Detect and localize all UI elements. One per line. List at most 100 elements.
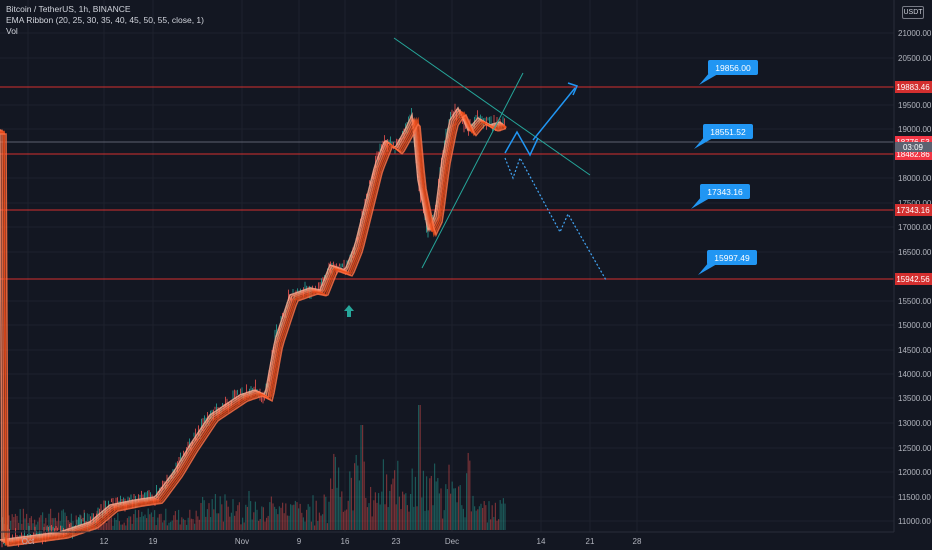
volume-bar bbox=[120, 524, 122, 530]
volume-bar bbox=[277, 514, 279, 530]
volume-bar bbox=[400, 509, 402, 530]
volume-bar bbox=[299, 503, 301, 530]
volume-bar bbox=[232, 499, 234, 530]
ema-line bbox=[0, 111, 507, 546]
volume-bar bbox=[480, 503, 482, 530]
volume-bar bbox=[114, 517, 116, 530]
volume-bar bbox=[430, 475, 432, 530]
volume-bar bbox=[370, 486, 372, 530]
grid-lines bbox=[0, 0, 894, 532]
volume-bar bbox=[330, 478, 332, 530]
volume-bar bbox=[208, 503, 210, 530]
price-tick-label: 15000.00 bbox=[898, 321, 932, 330]
volume-bar bbox=[130, 516, 132, 530]
volume-bar bbox=[118, 521, 120, 530]
volume-bar bbox=[323, 494, 325, 530]
ema-line bbox=[0, 110, 507, 545]
volume-bar bbox=[26, 513, 28, 530]
volume-bar bbox=[494, 502, 496, 530]
volume-bar bbox=[166, 525, 168, 530]
volume-bar bbox=[315, 500, 317, 530]
price-tick-label: 11000.00 bbox=[898, 517, 931, 526]
volume-bar bbox=[290, 504, 292, 530]
volume-title[interactable]: Vol bbox=[6, 26, 18, 36]
volume-bar bbox=[413, 506, 415, 530]
volume-bar bbox=[50, 508, 52, 530]
indicator-title[interactable]: EMA Ribbon (20, 25, 30, 35, 40, 45, 50, … bbox=[6, 15, 204, 25]
level-badge bbox=[895, 81, 932, 93]
volume-bar bbox=[221, 504, 223, 530]
volume-bar bbox=[189, 509, 191, 530]
volume-bar bbox=[410, 493, 412, 530]
volume-bar bbox=[448, 464, 450, 530]
callout-box bbox=[708, 60, 758, 75]
price-callouts[interactable]: 19856.00 18551.52 17343.16 15997.49 bbox=[691, 60, 758, 275]
volume-bar bbox=[334, 456, 336, 530]
volume-bar bbox=[467, 452, 469, 530]
volume-bar bbox=[227, 506, 229, 530]
level-badge-label: 19883.46 bbox=[896, 83, 930, 92]
volume-bar bbox=[499, 500, 501, 530]
volume-bar bbox=[349, 471, 351, 530]
volume-bar bbox=[139, 517, 141, 530]
volume-bar bbox=[278, 506, 280, 530]
time-tick-label: 19 bbox=[149, 537, 158, 546]
volume-bar bbox=[165, 508, 167, 530]
volume-bar bbox=[131, 523, 133, 530]
volume-bar bbox=[474, 506, 476, 530]
bull-path-projection bbox=[532, 87, 576, 141]
volume-bar bbox=[203, 500, 205, 530]
price-axis[interactable]: 21000.00 20500.00 19500.00 19000.00 18000.00… bbox=[898, 29, 932, 526]
callout-label: 18551.52 bbox=[710, 127, 746, 137]
volume-bar bbox=[307, 504, 309, 530]
volume-bar bbox=[218, 513, 220, 530]
volume-bar bbox=[8, 515, 10, 530]
volume-bar bbox=[48, 513, 50, 530]
volume-bar bbox=[222, 521, 224, 530]
time-axis[interactable]: Oct 12 19 Nov 9 16 23 Dec 14 21 28 bbox=[22, 537, 642, 546]
volume-bar bbox=[186, 524, 188, 530]
volume-bar bbox=[243, 522, 245, 530]
volume-bar bbox=[67, 520, 69, 530]
symbol-title[interactable]: Bitcoin / TetherUS, 1h, BINANCE bbox=[6, 4, 131, 14]
volume-bar bbox=[107, 514, 109, 530]
ema-line bbox=[0, 106, 507, 541]
level-badge-label: 15942.56 bbox=[896, 275, 930, 284]
volume-bar bbox=[178, 509, 180, 530]
volume-bar bbox=[235, 511, 237, 530]
time-tick-label: 23 bbox=[392, 537, 401, 546]
volume-bar bbox=[142, 516, 144, 530]
volume-bar bbox=[392, 478, 394, 530]
volume-bar bbox=[402, 491, 404, 530]
volume-bar bbox=[477, 509, 479, 530]
volume-bar bbox=[210, 517, 212, 530]
volume-bar bbox=[322, 514, 324, 530]
volume-bar bbox=[86, 513, 88, 530]
price-tick-label: 13500.00 bbox=[898, 394, 932, 403]
volume-bar bbox=[43, 523, 45, 530]
volume-bar bbox=[176, 519, 178, 530]
volume-bar bbox=[302, 517, 304, 530]
volume-bar bbox=[168, 522, 170, 530]
ema-line bbox=[0, 110, 507, 544]
volume-bar bbox=[27, 522, 29, 530]
volume-bar bbox=[386, 474, 388, 530]
volume-bar bbox=[42, 512, 44, 530]
volume-bar bbox=[154, 510, 156, 530]
ascending-trendline bbox=[421, 72, 524, 269]
volume-bar bbox=[298, 508, 300, 530]
currency-badge[interactable]: USDT bbox=[902, 6, 924, 19]
price-callout: 15997.49 bbox=[698, 250, 757, 275]
time-tick-label: 14 bbox=[537, 537, 546, 546]
volume-bar bbox=[242, 517, 244, 530]
chart-legend: Bitcoin / TetherUS, 1h, BINANCE EMA Ribb… bbox=[6, 4, 204, 37]
volume-bar bbox=[483, 501, 485, 530]
volume-bar bbox=[328, 501, 330, 530]
volume-bar bbox=[187, 517, 189, 530]
volume-bar bbox=[317, 521, 319, 530]
volume-bar bbox=[443, 510, 445, 530]
volume-bar bbox=[502, 498, 504, 530]
drawing-layer[interactable] bbox=[393, 37, 607, 281]
volume-bar bbox=[414, 476, 416, 530]
